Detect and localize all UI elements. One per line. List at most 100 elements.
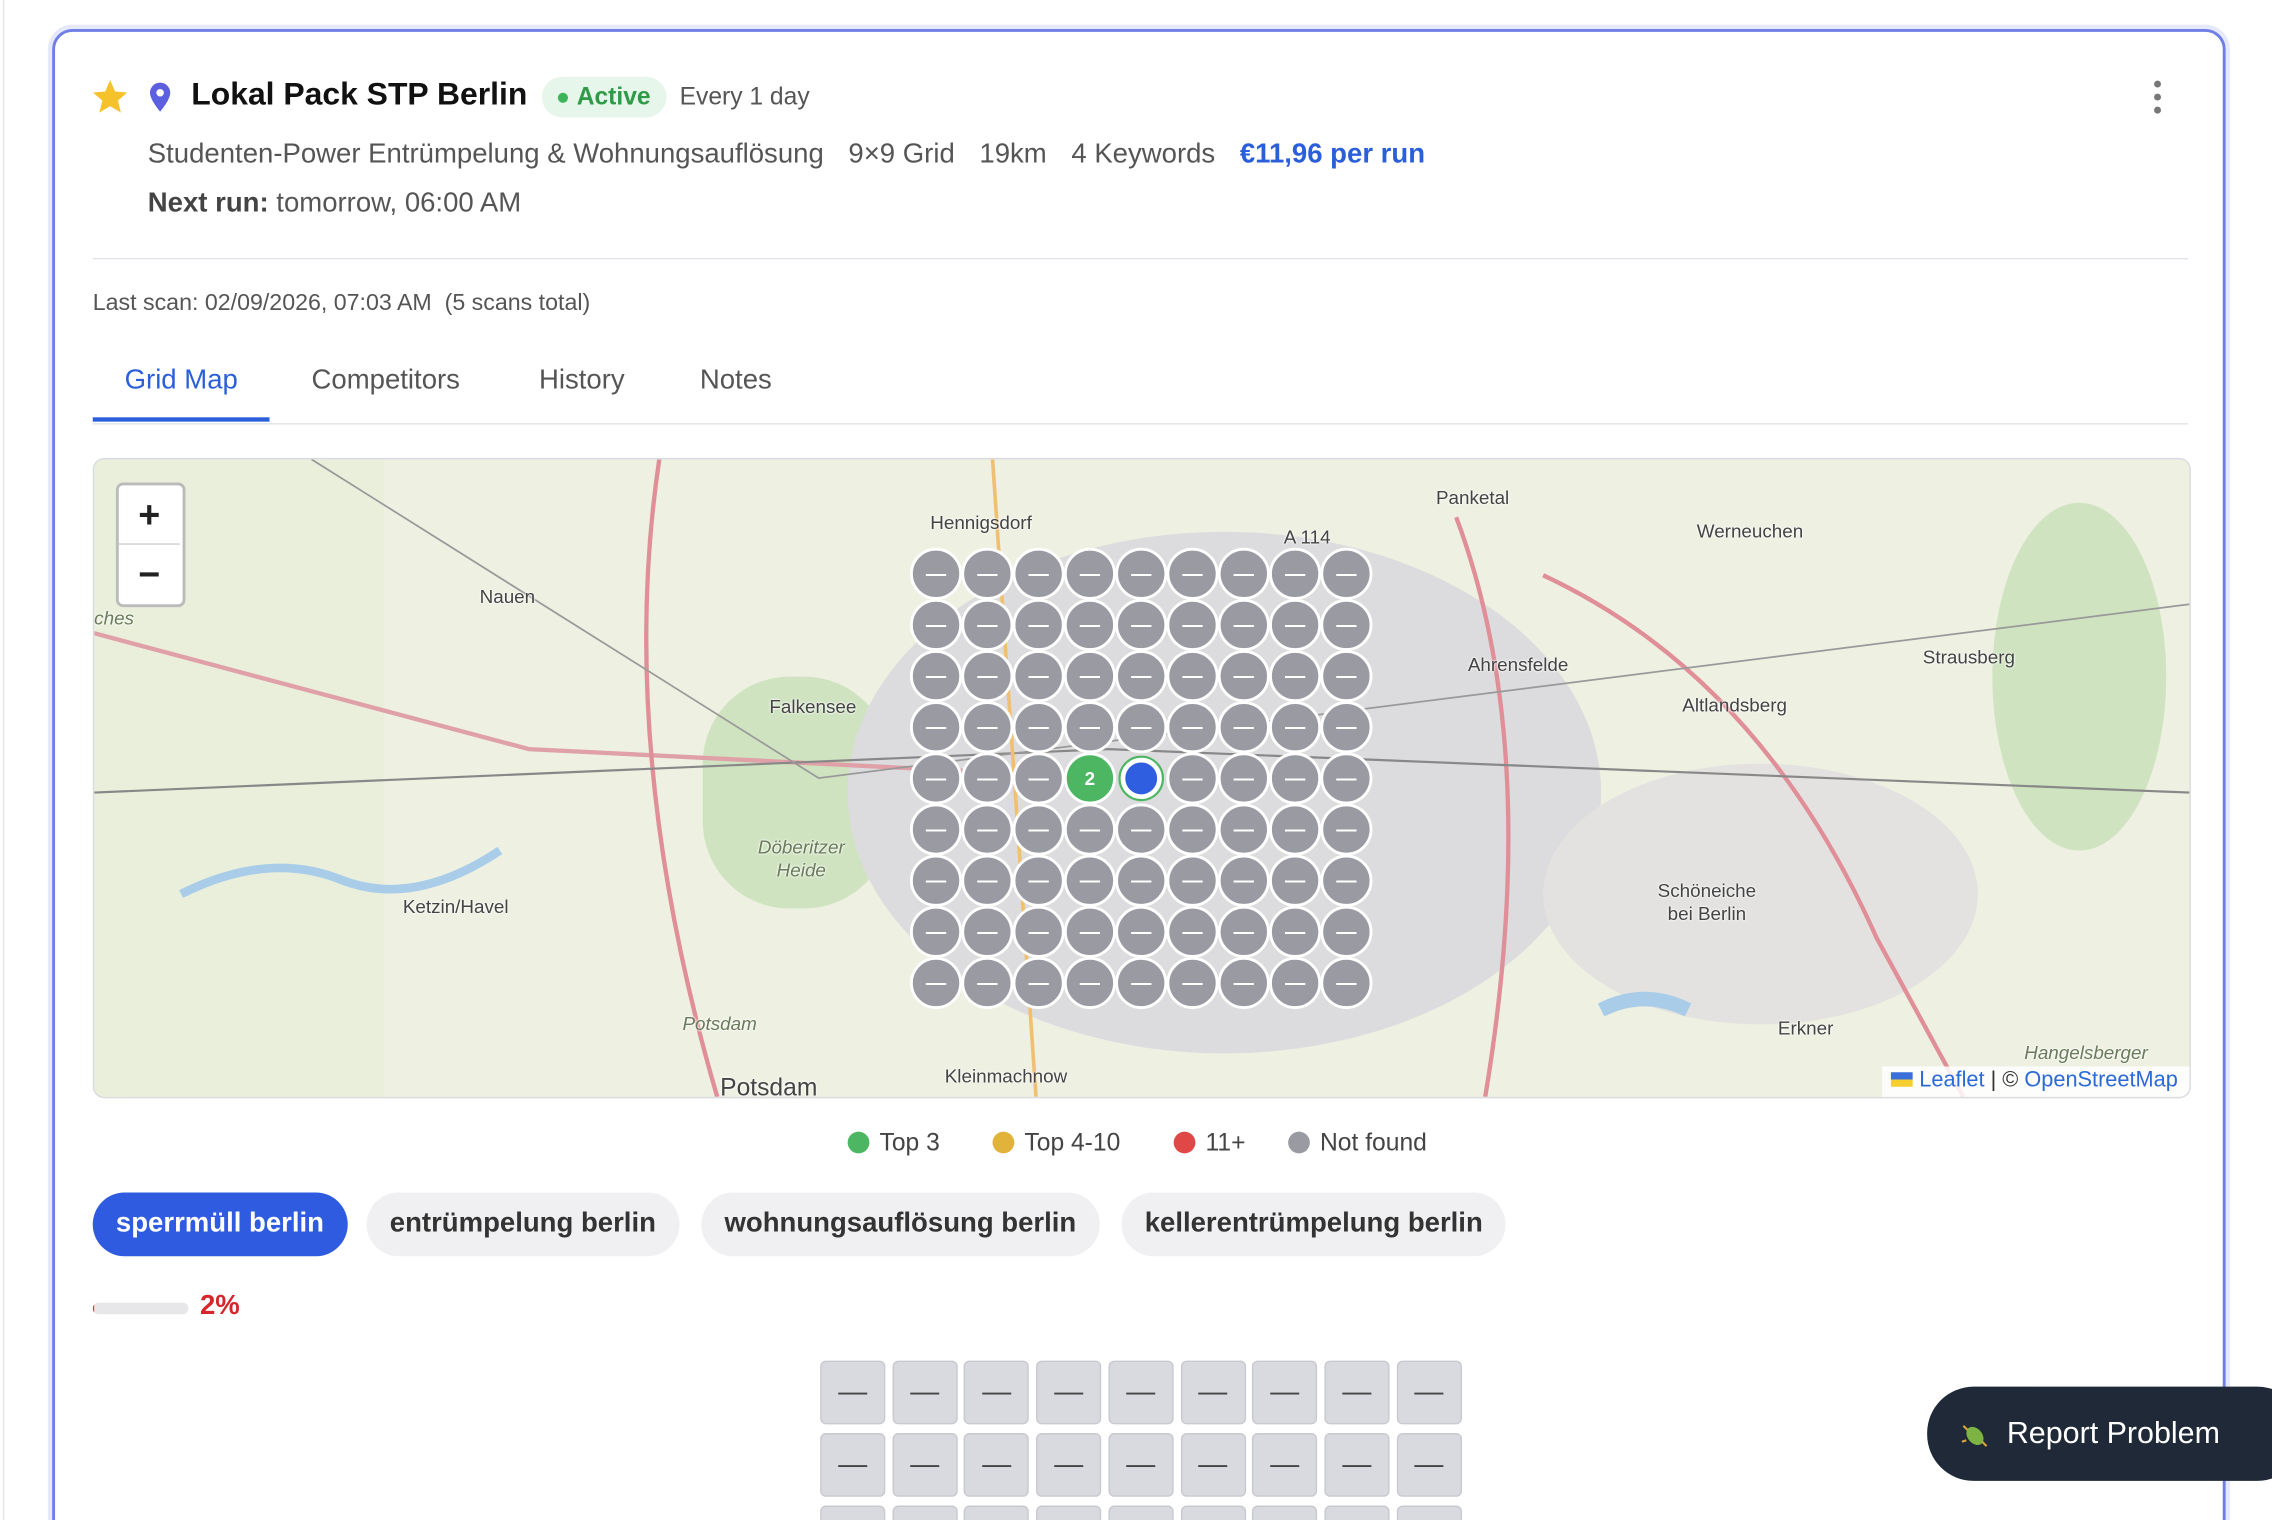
grid-marker-label: —: [1285, 870, 1306, 892]
grid-marker-label: —: [1234, 768, 1255, 790]
grid-marker: [1012, 752, 1065, 805]
grid-marker: [1012, 803, 1065, 856]
zoom-in[interactable]: +: [118, 485, 180, 545]
rank-cell: —: [1252, 1360, 1318, 1425]
place-label: Kleinmachnow: [944, 1065, 1068, 1087]
rank-cell: —: [1396, 1360, 1462, 1425]
rank-cell: [1324, 1505, 1390, 1520]
grid-marker-label: —: [1080, 614, 1101, 636]
grid-marker-label: —: [1336, 563, 1357, 585]
grid-marker-label: —: [1182, 768, 1203, 790]
grid-marker-label: —: [1028, 973, 1049, 995]
grid-marker: [1012, 650, 1065, 703]
grid-marker-label: —: [977, 768, 998, 790]
grid-marker-label: —: [1285, 563, 1306, 585]
grid-marker: [1063, 854, 1117, 907]
grid-marker: [1166, 598, 1219, 652]
grid-marker: [1115, 854, 1168, 907]
leaflet-link[interactable]: Leaflet: [1919, 1067, 1985, 1093]
grid-marker: [1166, 547, 1219, 600]
grid-marker-label: —: [977, 921, 998, 943]
grid-marker: [1269, 701, 1322, 754]
grid-marker-label: —: [1080, 870, 1101, 892]
campaign-title: Lokal Pack STP Berlin: [191, 75, 528, 112]
grid-marker: [1269, 956, 1322, 1010]
grid-marker: [1115, 650, 1168, 703]
status-badge: Active: [541, 76, 667, 118]
grid-marker: [1217, 905, 1270, 958]
tab[interactable]: History: [539, 365, 625, 396]
grid-marker: [1063, 650, 1117, 703]
grid-marker-label: —: [926, 870, 947, 892]
keyword-tab[interactable]: sperrmüll berlin: [92, 1192, 348, 1257]
rank-cell: —: [1252, 1433, 1318, 1497]
grid-marker-label: —: [1028, 563, 1049, 585]
grid-marker-label: —: [1234, 614, 1255, 636]
grid-marker: [1166, 701, 1219, 754]
tab[interactable]: Notes: [699, 365, 772, 396]
menu-button[interactable]: [2146, 78, 2169, 116]
place-label: A 114: [1283, 525, 1331, 548]
grid-marker-label: —: [1285, 614, 1306, 636]
grid-marker-label: —: [1336, 921, 1357, 943]
grid-marker-label: —: [977, 870, 998, 892]
keyword-tab[interactable]: wohnungsauflösung berlin: [701, 1192, 1100, 1257]
detail: Studenten-Power Entrümpelung & Wohnungsa…: [147, 139, 824, 170]
osm-link[interactable]: OpenStreetMap: [2024, 1067, 2178, 1093]
place-label: Hangelsberger: [2024, 1041, 2148, 1064]
zoom-out[interactable]: −: [118, 544, 180, 603]
divider: [92, 257, 2188, 260]
report-problem-button[interactable]: Report Problem: [1927, 1386, 2272, 1481]
grid-marker: [909, 598, 963, 652]
grid-marker-label: —: [1080, 717, 1101, 739]
grid-marker: [1115, 701, 1168, 754]
grid-marker: [1217, 598, 1270, 652]
grid-marker-label: —: [1182, 614, 1203, 636]
legend-label: Top 4-10: [1024, 1128, 1121, 1157]
progress-track: [92, 1302, 189, 1315]
rank-cell: —: [964, 1360, 1030, 1425]
grid-marker: [1269, 650, 1322, 703]
grid-marker-label: —: [1080, 563, 1101, 585]
grid-marker-label: —: [1080, 819, 1101, 841]
next-run-value: tomorrow, 06:00 AM: [276, 188, 522, 219]
rank-cell: [1108, 1505, 1174, 1520]
rank-cell: —: [892, 1433, 958, 1497]
tab[interactable]: Competitors: [311, 365, 460, 396]
rank-cell: [820, 1505, 886, 1520]
grid-marker-label: —: [926, 563, 947, 585]
rank-cell: [964, 1505, 1030, 1520]
keyword-tab[interactable]: kellerentrümpelung berlin: [1121, 1192, 1506, 1257]
grid-marker: [1166, 956, 1219, 1010]
legend-swatch: [1288, 1131, 1310, 1154]
grid-marker-label: —: [1080, 666, 1101, 688]
last-scan-date: Last scan: 02/09/2026, 07:03 AM: [92, 291, 432, 316]
grid-marker: [1012, 956, 1065, 1010]
grid-marker-label: —: [1336, 614, 1357, 636]
price: €11,96 per run: [1239, 139, 1426, 170]
grid-marker: [1012, 598, 1065, 652]
tab[interactable]: Grid Map: [124, 365, 238, 396]
grid-marker: [1320, 598, 1373, 652]
favorite-star[interactable]: [90, 77, 131, 116]
grid-marker: [909, 752, 963, 805]
grid-marker-label: —: [1336, 870, 1357, 892]
legend-item: Top 3: [847, 1129, 940, 1158]
rank-cell: —: [820, 1433, 886, 1497]
grid-marker: [961, 650, 1014, 703]
grid-marker: [1269, 752, 1322, 805]
grid-marker: [909, 854, 963, 907]
keyword-tab[interactable]: entrümpelung berlin: [366, 1192, 680, 1257]
grid-marker: [1063, 803, 1117, 856]
map[interactable]: Hennigsdorf Panketal A 114 Werneuchen Nauen c…: [92, 457, 2191, 1099]
place-label: Potsdam: [720, 1073, 818, 1099]
grid-marker: [1217, 854, 1270, 907]
place-label: Döberitzer Heide: [757, 836, 845, 881]
grid-marker-label: —: [1234, 921, 1255, 943]
grid-marker-label: —: [977, 563, 998, 585]
legend-item: Top 4-10: [992, 1128, 1121, 1158]
grid-marker-label: —: [1234, 819, 1255, 841]
grid-marker-label: —: [1285, 666, 1306, 688]
grid-marker: [1320, 956, 1373, 1010]
